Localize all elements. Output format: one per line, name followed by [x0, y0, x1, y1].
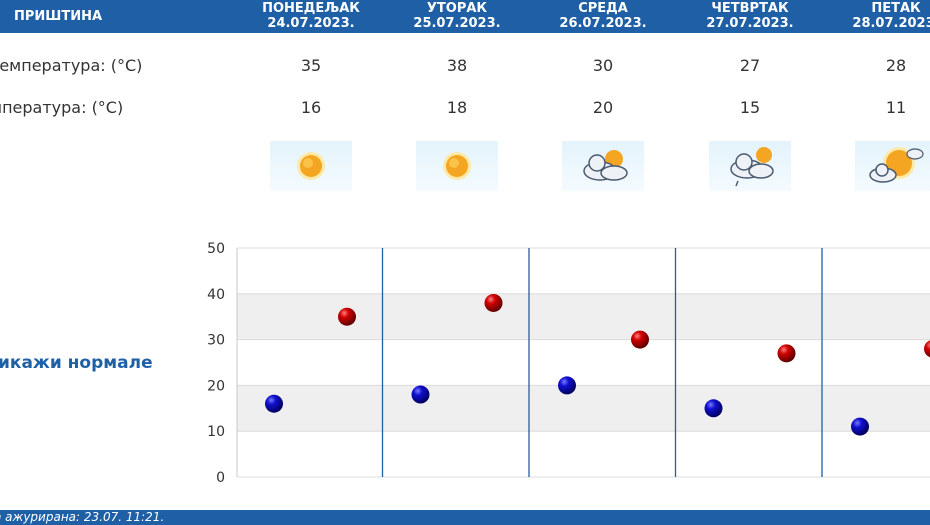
sun-icon — [416, 141, 498, 191]
max-temp-value: 35 — [300, 56, 322, 75]
max-temp-point — [924, 340, 930, 358]
max-temp-value: 38 — [446, 56, 468, 75]
sun-icon — [270, 141, 352, 191]
y-tick-label: 30 — [207, 333, 225, 349]
y-tick-label: 20 — [207, 378, 225, 394]
grid-band — [237, 385, 930, 432]
max-temp-value: 27 — [739, 56, 761, 75]
day-date: 28.07.2023. — [852, 16, 930, 31]
day-name: ПОНЕДЕЉАК — [262, 1, 360, 16]
y-tick-label: 40 — [207, 287, 225, 303]
max-temp-point — [631, 330, 649, 349]
min-temp-value: 18 — [446, 98, 468, 117]
day-name: УТОРАК — [426, 1, 488, 16]
y-tick-label: 0 — [216, 470, 225, 485]
min-temp-value: 11 — [885, 98, 907, 117]
day-date: 24.07.2023. — [267, 16, 355, 31]
day-name: ПЕТАК — [871, 1, 921, 16]
min-temp-value: 16 — [300, 98, 322, 117]
footer-bar: а ажурирана: 23.07. 11:21. — [0, 510, 930, 525]
show-normals-link[interactable]: икажи нормале — [0, 353, 153, 373]
day-name: СРЕДА — [578, 1, 628, 16]
max-temp-point — [338, 307, 356, 326]
header-bar: ПРИШТИНА ПОНЕДЕЉАК 24.07.2023. УТОРАК 25… — [0, 0, 930, 33]
day-header-2: УТОРАК 25.07.2023. — [397, 1, 517, 31]
day-header-3: СРЕДА 26.07.2023. — [543, 1, 663, 31]
min-temp-value: 20 — [592, 98, 614, 117]
day-header-5: ПЕТАК 28.07.2023. — [836, 1, 930, 31]
y-tick-label: 10 — [207, 424, 225, 440]
min-temp-label: мпература: (°C) — [0, 98, 124, 117]
day-date: 27.07.2023. — [706, 16, 794, 31]
cloud-sun-icon — [562, 141, 644, 191]
min-temp-point — [851, 417, 869, 436]
min-temp-point — [411, 385, 430, 404]
max-temp-point — [484, 293, 503, 312]
temperature-chart: 0 10 20 30 40 50 — [207, 241, 930, 485]
max-temp-point — [777, 344, 796, 363]
max-temp-value: 28 — [885, 56, 907, 75]
day-header-1: ПОНЕДЕЉАК 24.07.2023. — [251, 1, 371, 31]
day-date: 25.07.2023. — [413, 16, 501, 31]
last-updated-text: а ажурирана: 23.07. 11:21. — [0, 510, 165, 524]
y-tick-label: 50 — [207, 241, 225, 257]
max-temp-value: 30 — [592, 56, 614, 75]
day-name: ЧЕТВРТАК — [711, 1, 789, 16]
min-temp-value: 15 — [739, 98, 761, 117]
sun-cloud-icon — [855, 141, 930, 191]
day-date: 26.07.2023. — [559, 16, 647, 31]
city-name: ПРИШТИНА — [14, 9, 103, 24]
day-header-4: ЧЕТВРТАК 27.07.2023. — [690, 1, 810, 31]
min-temp-point — [558, 376, 576, 395]
cloud-sun-rain-icon — [709, 141, 791, 191]
min-temp-point — [704, 399, 723, 418]
max-temp-label: температура: (°C) — [0, 56, 143, 75]
min-temp-point — [265, 394, 283, 413]
